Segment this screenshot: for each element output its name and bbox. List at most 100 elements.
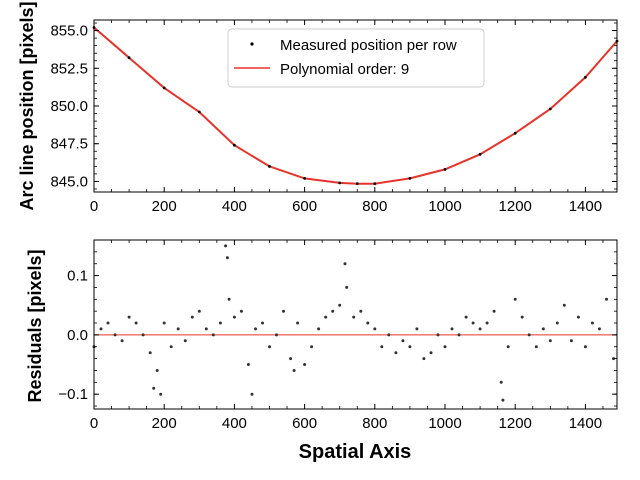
bottom-y-ticks: −0.1 0.0 0.1 bbox=[58, 239, 617, 407]
residual-point bbox=[254, 327, 257, 331]
residual-point bbox=[134, 321, 138, 325]
residual-point bbox=[211, 333, 215, 337]
residual-point bbox=[612, 357, 615, 361]
top-x-tick-label: 1000 bbox=[428, 198, 461, 215]
residual-point bbox=[590, 321, 594, 325]
bottom-x-ticks: 0 200 400 600 800 1000 1200 1400 bbox=[90, 240, 604, 432]
residual-point bbox=[275, 333, 278, 337]
residual-point bbox=[415, 327, 419, 331]
top-x-tick-label: 1200 bbox=[499, 198, 532, 215]
legend: Measured position per row Polynomial ord… bbox=[227, 28, 485, 88]
residual-point bbox=[373, 327, 377, 331]
measured-point bbox=[338, 181, 342, 185]
residual-point bbox=[303, 363, 307, 366]
measured-point bbox=[197, 110, 201, 114]
measured-point bbox=[408, 177, 412, 180]
bottom-x-tick-label: 1200 bbox=[499, 415, 532, 432]
residual-point bbox=[436, 333, 440, 337]
residual-point bbox=[457, 333, 461, 337]
residual-point bbox=[282, 309, 285, 313]
measured-point bbox=[443, 168, 447, 171]
residual-point bbox=[292, 369, 296, 372]
bottom-y-tick-label: 0.0 bbox=[67, 327, 88, 344]
bottom-y-tick-label: 0.1 bbox=[67, 268, 88, 285]
residual-point bbox=[224, 244, 228, 248]
residual-point bbox=[380, 345, 384, 349]
residual-point bbox=[268, 345, 271, 349]
residual-point bbox=[443, 345, 447, 349]
residual-point bbox=[227, 297, 231, 301]
measured-point bbox=[162, 86, 166, 90]
measured-point bbox=[584, 75, 587, 79]
top-y-axis-title: Arc line position [pixels] bbox=[17, 1, 37, 210]
measured-point bbox=[355, 182, 359, 186]
residual-point bbox=[225, 256, 229, 260]
top-y-tick-label: 850.0 bbox=[50, 98, 88, 115]
residual-point bbox=[296, 321, 300, 325]
residual-point bbox=[317, 327, 321, 331]
residual-points-layer bbox=[92, 244, 615, 402]
measured-point bbox=[303, 177, 306, 180]
residual-point bbox=[534, 345, 538, 349]
measured-point bbox=[478, 152, 482, 156]
bottom-x-tick-label: 400 bbox=[222, 415, 247, 432]
residual-point bbox=[218, 321, 222, 325]
top-points-layer bbox=[92, 26, 619, 186]
residual-point bbox=[345, 285, 349, 289]
residual-point bbox=[597, 327, 601, 331]
residual-point bbox=[555, 321, 559, 325]
residual-point bbox=[232, 315, 236, 319]
bottom-x-tick-label: 1400 bbox=[569, 415, 602, 432]
residual-point bbox=[310, 345, 314, 349]
legend-label-fit: Polynomial order: 9 bbox=[280, 61, 409, 78]
residual-point bbox=[99, 327, 103, 331]
residual-point bbox=[152, 386, 156, 390]
residual-point bbox=[485, 321, 489, 325]
residual-point bbox=[492, 309, 496, 313]
residual-point bbox=[352, 315, 356, 319]
legend-box bbox=[227, 28, 485, 88]
bottom-y-axis-title: Residuals [pixels] bbox=[25, 249, 45, 402]
residual-point bbox=[408, 345, 412, 349]
residual-point bbox=[204, 327, 208, 331]
residual-point bbox=[141, 333, 145, 337]
top-y-tick-label: 847.5 bbox=[50, 136, 88, 153]
measured-point bbox=[513, 131, 517, 135]
residual-point bbox=[422, 357, 426, 361]
bottom-x-tick-label: 800 bbox=[362, 415, 387, 432]
residual-point bbox=[506, 345, 510, 349]
measured-point bbox=[268, 165, 271, 168]
bottom-y-tick-label: −0.1 bbox=[58, 386, 88, 403]
top-panel: 0 200 400 600 800 1000 1200 1400 845.0 847.5 850.… bbox=[17, 1, 619, 215]
residual-point bbox=[250, 392, 254, 396]
residual-point bbox=[499, 380, 503, 384]
residual-point bbox=[183, 339, 187, 343]
top-x-tick-label: 600 bbox=[292, 198, 317, 215]
bottom-plot-frame bbox=[93, 239, 618, 410]
residual-point bbox=[548, 339, 552, 343]
residual-point bbox=[289, 357, 293, 361]
bottom-x-tick-label: 0 bbox=[90, 415, 98, 432]
top-y-tick-label: 855.0 bbox=[50, 23, 88, 40]
residual-point bbox=[471, 321, 475, 325]
residual-point bbox=[190, 315, 194, 319]
residual-point bbox=[513, 297, 517, 301]
residual-point bbox=[197, 309, 201, 313]
residual-point bbox=[576, 315, 580, 319]
bottom-x-tick-label: 200 bbox=[152, 415, 177, 432]
bottom-x-tick-label: 1000 bbox=[428, 415, 461, 432]
residual-point bbox=[478, 327, 482, 331]
top-y-ticks: 845.0 847.5 850.0 852.5 855.0 bbox=[50, 23, 617, 190]
residual-point bbox=[120, 339, 124, 343]
residual-point bbox=[562, 303, 566, 307]
residual-point bbox=[324, 315, 328, 319]
top-x-tick-label: 800 bbox=[362, 198, 387, 215]
residual-point bbox=[583, 345, 587, 349]
bottom-x-tick-label: 600 bbox=[292, 415, 317, 432]
residual-point bbox=[464, 315, 468, 319]
top-x-tick-label: 0 bbox=[90, 198, 98, 215]
residual-point bbox=[239, 309, 243, 313]
top-x-tick-label: 400 bbox=[222, 198, 247, 215]
residual-point bbox=[394, 351, 398, 355]
